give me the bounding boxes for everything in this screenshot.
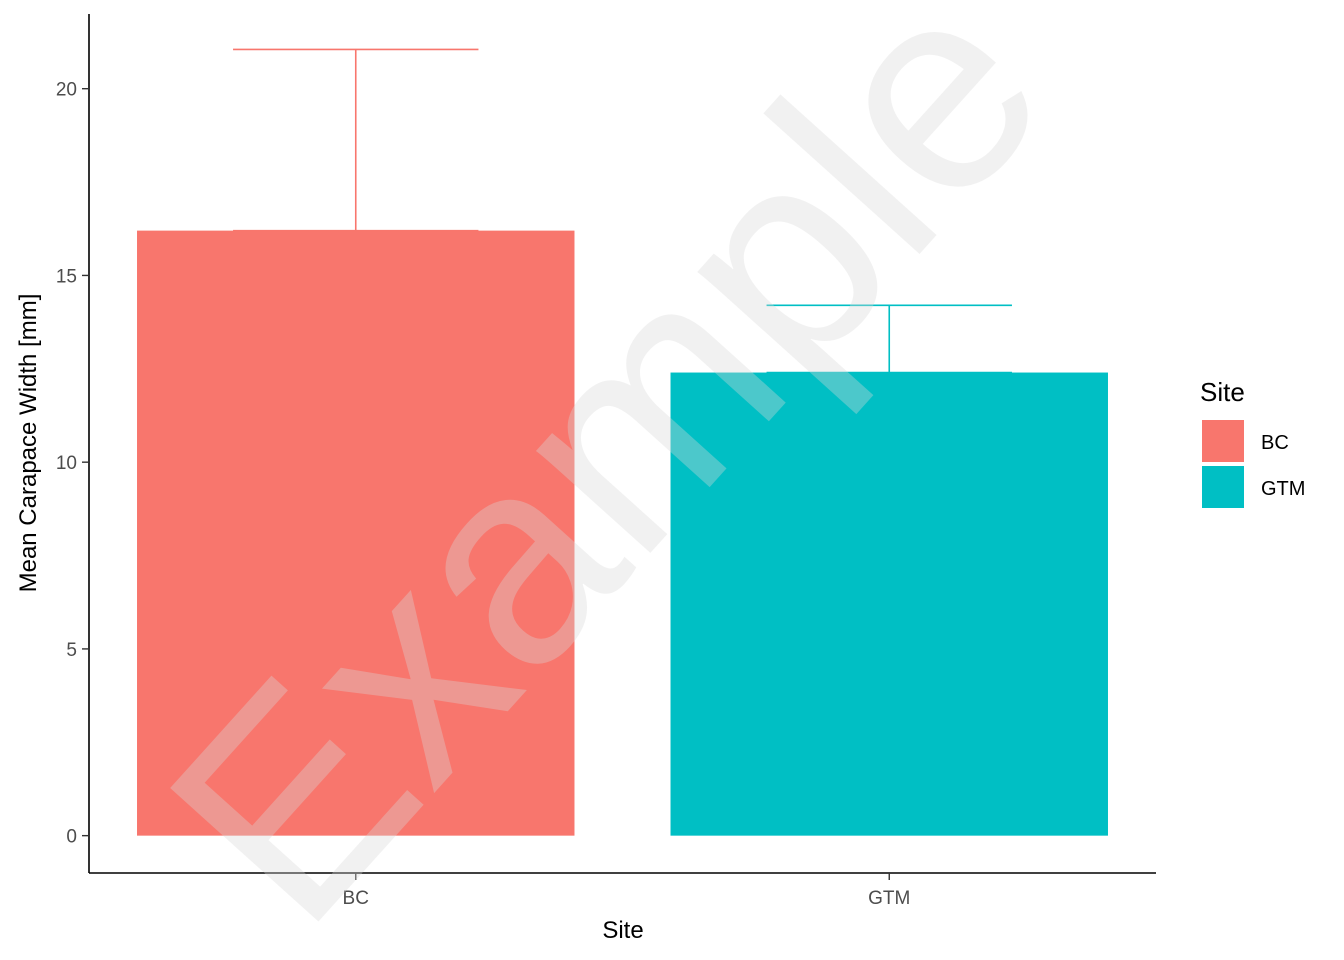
legend-key-gtm	[1202, 466, 1244, 508]
error-bars-layer	[233, 48, 1012, 374]
bars-layer	[137, 230, 1108, 836]
x-axis-title: Site	[602, 917, 643, 944]
y-axis-title: Mean Carapace Width [mm]	[15, 294, 42, 593]
x-tick-label: GTM	[868, 888, 910, 909]
x-ticks: BC GTM	[343, 873, 910, 909]
y-tick-label: 0	[66, 827, 77, 848]
bar-gtm	[670, 372, 1108, 836]
y-tick-label: 10	[56, 453, 77, 474]
y-ticks: 0 5 10 15 20	[56, 80, 89, 848]
legend: Site BC GTM	[1200, 377, 1305, 508]
y-tick-label: 15	[56, 266, 77, 287]
legend-entries: BC GTM	[1202, 420, 1305, 508]
legend-label-gtm: GTM	[1261, 478, 1305, 500]
y-tick-label: 5	[66, 640, 77, 661]
y-tick-label: 20	[56, 80, 77, 101]
bar-bc	[137, 230, 575, 836]
x-tick-label: BC	[343, 888, 369, 909]
legend-key-bc	[1202, 420, 1244, 462]
legend-label-bc: BC	[1261, 432, 1289, 454]
legend-title: Site	[1200, 377, 1245, 407]
